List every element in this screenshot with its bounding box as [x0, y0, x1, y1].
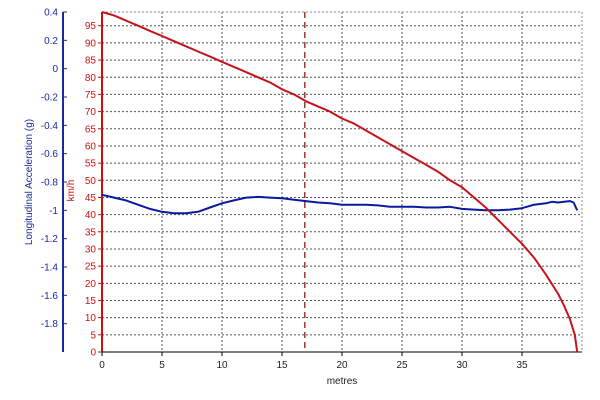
speed-tick-label: 65	[85, 124, 97, 135]
speed-tick-label: 35	[85, 227, 97, 238]
left-tick-label: 0.2	[44, 36, 58, 47]
speed-tick-label: 15	[85, 296, 97, 307]
acceleration-line	[101, 193, 579, 215]
x-tick-label: 25	[396, 360, 408, 371]
x-tick-label: 0	[99, 360, 105, 371]
left-tick-label: -1.4	[41, 263, 59, 274]
speed-line	[101, 11, 579, 353]
speed-tick-label: 90	[85, 38, 97, 49]
left-tick-label: -0.8	[41, 178, 59, 189]
x-axis-title: metres	[327, 376, 358, 387]
speed-tick-label: 30	[85, 244, 97, 255]
left-tick-label: -1.2	[41, 234, 59, 245]
left-tick-label: -0.4	[41, 121, 59, 132]
right-y-axis-title: km/h	[66, 180, 77, 202]
speed-tick-label: 5	[90, 330, 96, 341]
x-tick-label: 35	[516, 360, 528, 371]
left-tick-label: 0.4	[44, 8, 58, 19]
speed-tick-label: 75	[85, 90, 97, 101]
speed-tick-label: 60	[85, 141, 97, 152]
grid-lines	[102, 11, 583, 352]
speed-tick-label: 85	[85, 56, 97, 67]
speed-tick-label: 80	[85, 73, 97, 84]
speed-tick-label: 40	[85, 210, 97, 221]
series-lines	[101, 11, 579, 353]
speed-tick-label: 70	[85, 107, 97, 118]
speed-tick-label: 20	[85, 279, 97, 290]
x-tick-label: 5	[159, 360, 165, 371]
speed-tick-label: 10	[85, 313, 97, 324]
axes	[62, 11, 582, 356]
left-tick-label: -0.6	[41, 149, 59, 160]
left-tick-label: -1.6	[41, 291, 59, 302]
speed-tick-label: 50	[85, 176, 97, 187]
x-tick-label: 15	[276, 360, 288, 371]
left-tick-label: 0	[52, 64, 58, 75]
x-tick-label: 10	[216, 360, 228, 371]
x-tick-label: 20	[336, 360, 348, 371]
speed-tick-label: 95	[85, 21, 97, 32]
left-y-axis-title: Longitudinal Acceleration (g)	[24, 119, 35, 245]
x-tick-label: 30	[456, 360, 468, 371]
speed-tick-label: 55	[85, 159, 97, 170]
tick-labels: 0.4 0.2 0 -0.2 -0.4 -0.6 -0.8 -1 -1.2 -1.4 -1.6 -1.…	[41, 8, 528, 372]
speed-tick-label: 25	[85, 262, 97, 273]
left-tick-label: -1.8	[41, 319, 59, 330]
left-tick-label: -0.2	[41, 93, 59, 104]
speed-tick-label: 45	[85, 193, 97, 204]
speed-tick-label: 0	[90, 348, 96, 359]
left-tick-label: -1	[49, 206, 58, 217]
